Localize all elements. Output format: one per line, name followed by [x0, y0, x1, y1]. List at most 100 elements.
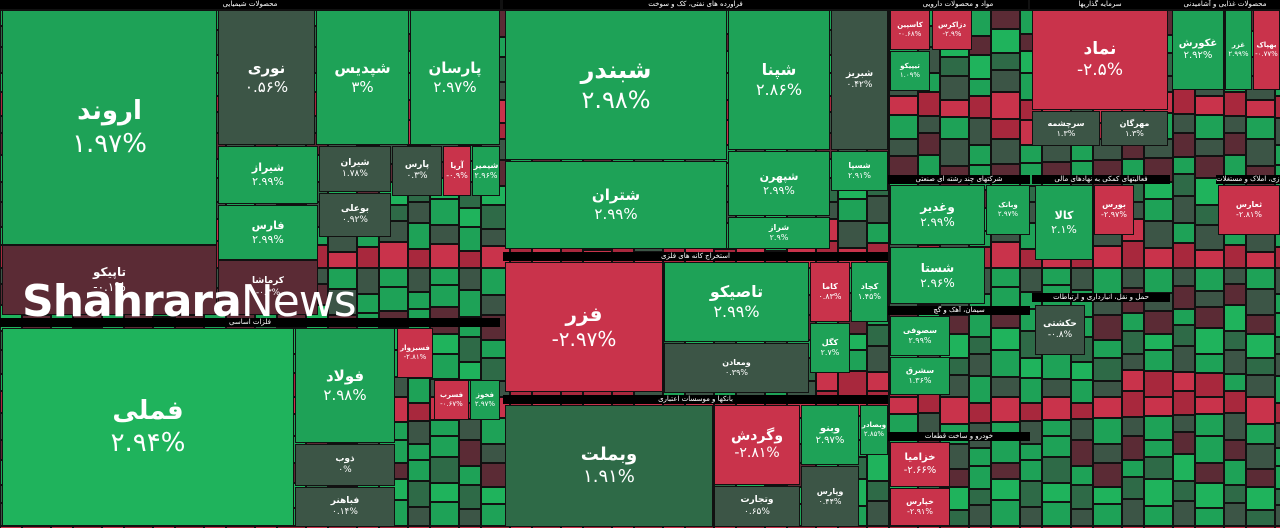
filler-tile: [1093, 397, 1122, 418]
stock-tile: فسبزوار -۲.۸۱%: [397, 328, 433, 378]
filler-tile: [1224, 133, 1246, 155]
filler-tile: [1195, 483, 1224, 508]
filler-tile: [1122, 241, 1144, 268]
filler-tile: [991, 139, 1020, 164]
stock-tile: خپارس -۲.۹۱%: [890, 488, 950, 526]
filler-tile: [1275, 376, 1280, 403]
stock-tile: فزر -۲.۹۷%: [505, 262, 663, 392]
stock-tile: کرماشا -۰.۳%: [218, 260, 318, 315]
filler-tile: [969, 79, 991, 96]
filler-tile: [226, 526, 255, 528]
filler-tile: [430, 354, 459, 379]
tile-change: -۰.۱%: [93, 280, 126, 294]
filler-tile: [991, 463, 1020, 479]
filler-tile: [379, 268, 408, 287]
filler-tile: [1173, 309, 1195, 325]
filler-tile: [1144, 416, 1173, 440]
filler-tile: [430, 420, 459, 436]
filler-tile: [481, 526, 510, 528]
tile-name: فخوز: [475, 391, 495, 400]
filler-tile: [867, 223, 889, 243]
filler-tile: [430, 457, 459, 483]
tile-name: وگردش: [730, 427, 784, 444]
tile-change: ۲.۸۶%: [755, 80, 803, 99]
filler-tile: [1173, 526, 1195, 528]
tile-name: بورس: [1102, 200, 1126, 209]
tile-name: شستا: [920, 260, 955, 275]
filler-tile: [1173, 372, 1195, 391]
stock-tile: شپنا ۲.۸۶%: [728, 10, 830, 150]
tile-name: حکشتی: [1043, 318, 1077, 329]
filler-tile: [1275, 118, 1280, 145]
filler-tile: [1020, 526, 1042, 528]
filler-tile: [1071, 485, 1093, 509]
filler-tile: [1195, 115, 1224, 139]
tile-name: ذوب: [335, 453, 355, 464]
sector-title: سیمان، آهک و گچ: [888, 306, 1030, 315]
filler-tile: [1246, 469, 1275, 487]
tile-change: -۲.۹۷%: [551, 327, 617, 351]
filler-tile: [1195, 508, 1224, 526]
filler-tile: [1144, 311, 1173, 334]
tile-change: ۲.۹۹%: [1228, 50, 1249, 58]
filler-tile: [1246, 487, 1275, 510]
stock-tile: کاما ۰.۸۳%: [810, 262, 850, 322]
tile-change: ۰.۸۳%: [818, 292, 842, 301]
stock-tile: کالا ۲.۱%: [1035, 185, 1093, 260]
stock-tile: ومعادن ۰.۳۹%: [664, 343, 809, 393]
stock-tile: وپارس ۰.۴۴%: [801, 466, 859, 527]
tile-change: ۰.۳%: [406, 171, 428, 181]
filler-tile: [1122, 499, 1144, 526]
tile-name: فارس: [251, 218, 285, 232]
stock-tile: ذوب ۰%: [295, 444, 395, 486]
filler-tile: [1122, 391, 1144, 417]
stock-tile: شبریز ۰.۴۲%: [831, 10, 888, 150]
sector-title: حمل و نقل، انبارداری و ارتباطات: [1032, 293, 1170, 302]
sector-title: شرکتهای چند رشته ای صنعتی: [888, 175, 1030, 184]
filler-tile: [408, 249, 430, 268]
stock-tile: اروند ۱.۹۷%: [2, 10, 217, 245]
tile-name: وبنو: [819, 422, 841, 434]
filler-tile: [969, 466, 991, 489]
tile-change: -۰.۶۸%: [898, 30, 922, 38]
tile-name: فزر: [565, 302, 603, 326]
stock-tile: فسرب -۰.۶۷%: [434, 380, 469, 420]
sector-title: محصولات شیمیایی: [0, 0, 500, 9]
tile-name: شراز: [768, 223, 790, 232]
stock-tile: وتجارت ۰.۶۵%: [714, 486, 800, 527]
stock-tile: خزامیا -۲.۶۶%: [890, 442, 950, 487]
tile-name: کاما: [822, 282, 838, 291]
filler-tile: [1144, 371, 1173, 397]
filler-tile: [124, 526, 153, 528]
tile-change: ۱.۳%: [1125, 128, 1144, 138]
tile-change: ۲.۹۷%: [433, 77, 477, 96]
tile-name: غکورش: [1178, 37, 1218, 49]
filler-tile: [991, 92, 1020, 119]
stock-tile: شیران ۱.۷۸%: [319, 146, 391, 192]
filler-tile: [1093, 463, 1122, 487]
sector-title: خودرو و ساخت قطعات: [888, 432, 1030, 441]
brand-suffix: News: [240, 276, 357, 327]
filler-tile: [102, 526, 124, 528]
filler-tile: [1122, 370, 1144, 391]
filler-tile: [991, 479, 1020, 500]
sector-title: سرمایه گذاریها: [1030, 0, 1170, 9]
tile-change: -۲.۸۱%: [403, 353, 427, 361]
filler-tile: [0, 526, 22, 528]
filler-tile: [969, 10, 991, 36]
tile-change: ۲.۹%: [769, 233, 789, 242]
tile-change: ۱.۳%: [1056, 128, 1076, 138]
filler-tile: [991, 29, 1020, 53]
filler-tile: [838, 199, 867, 221]
tile-change: ۲.۹۴%: [110, 428, 186, 458]
tile-change: ۱.۷۸%: [342, 169, 368, 179]
filler-tile: [1173, 268, 1195, 286]
filler-tile: [357, 268, 379, 294]
filler-tile: [867, 372, 889, 391]
filler-tile: [1275, 337, 1280, 354]
filler-tile: [1020, 378, 1042, 403]
filler-tile: [1042, 457, 1071, 483]
stock-tile: وبانک ۲.۹۷%: [986, 185, 1030, 235]
stock-tile: کاسپین -۰.۶۸%: [890, 10, 930, 50]
filler-tile: [969, 96, 991, 118]
